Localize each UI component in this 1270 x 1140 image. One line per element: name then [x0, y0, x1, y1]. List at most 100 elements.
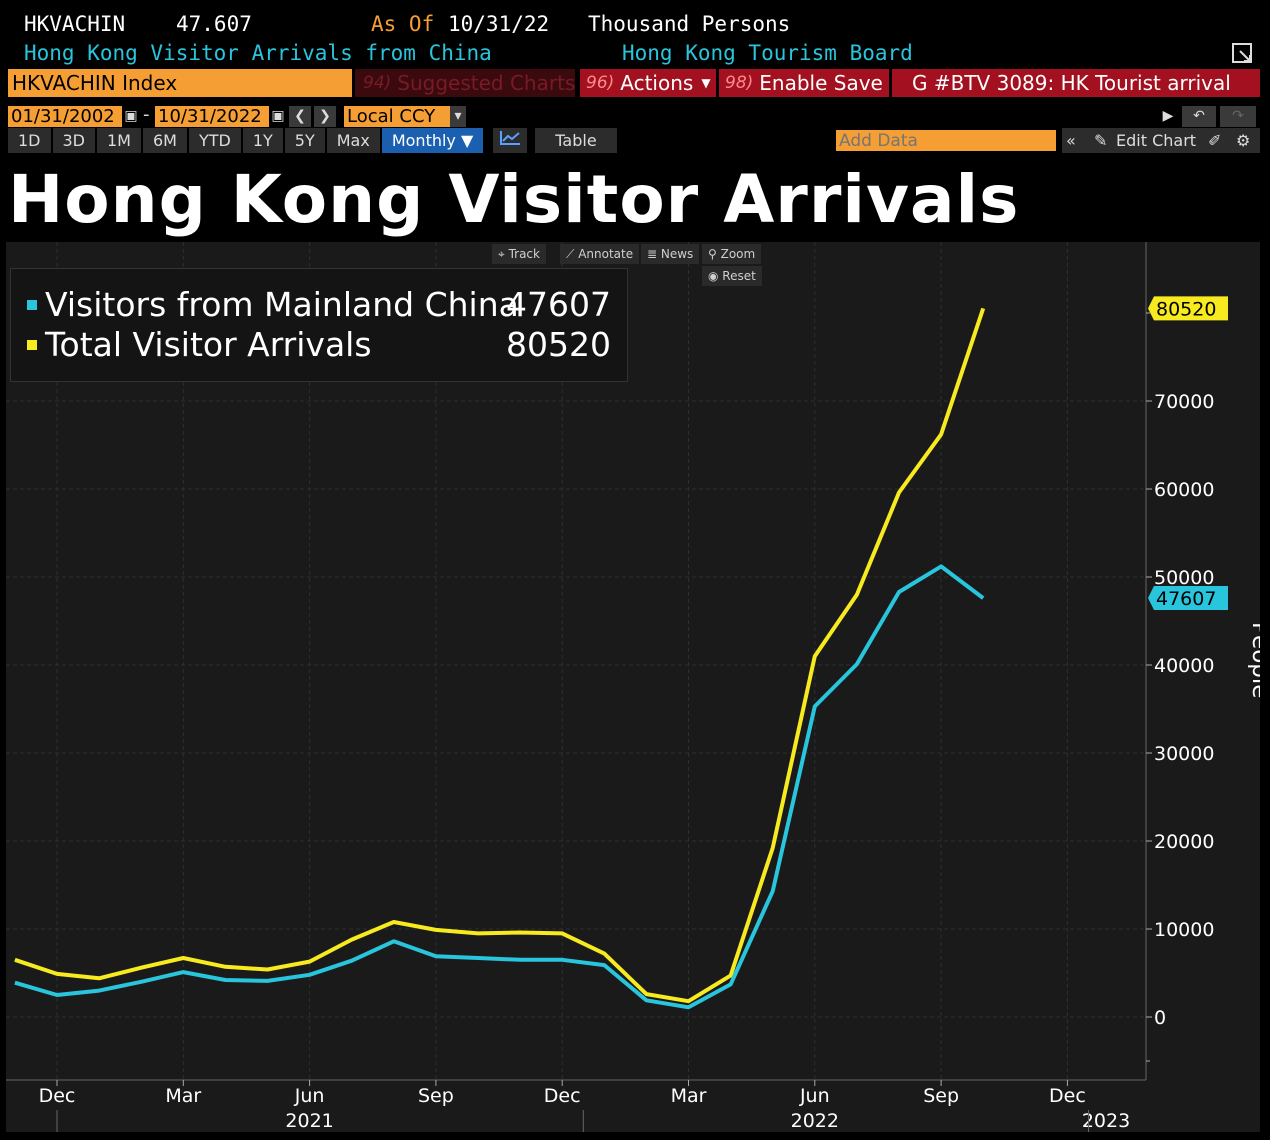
enable-save-button[interactable]: 98) Enable Save	[719, 69, 889, 97]
news-icon: ≣	[647, 247, 661, 261]
edit-chart-toolbar: « ✎ Edit Chart ✐ ⚙	[1062, 128, 1260, 153]
reset-button[interactable]: ◉ Reset	[702, 266, 762, 286]
gear-icon[interactable]: ⚙	[1236, 131, 1251, 150]
y-tick-label: 70000	[1154, 391, 1214, 413]
security-field-text: HKVACHIN Index	[12, 71, 178, 95]
popout-icon[interactable]	[1232, 43, 1252, 63]
reset-label: Reset	[722, 269, 756, 283]
legend-item-china[interactable]: Visitors from Mainland China	[27, 285, 519, 325]
chart-area[interactable]: 0 10000 20000 30000 40000 50000 60000 70000 Peop…	[6, 242, 1260, 1132]
y-tick-label: 50000	[1154, 567, 1214, 589]
end-date-field[interactable]: 10/31/2022	[155, 106, 269, 127]
currency-select[interactable]: Local CCY	[344, 106, 450, 127]
suggested-charts-number: 94)	[363, 73, 392, 93]
y-tick-label: 60000	[1154, 479, 1214, 501]
chevron-down-icon: ▼	[701, 76, 711, 90]
y-tick-label: 30000	[1154, 743, 1214, 765]
x-year-label: 2023	[1082, 1110, 1130, 1132]
x-tick-label: Dec	[544, 1085, 581, 1107]
news-button[interactable]: ≣ News	[641, 244, 700, 264]
zoom-button[interactable]: ⚲ Zoom	[702, 244, 762, 264]
chevron-down-icon[interactable]: ▾	[450, 106, 466, 127]
last-value-tag-bg	[1148, 296, 1228, 321]
legend-swatch-china	[27, 300, 37, 310]
annotate-icon: ⟋	[566, 247, 579, 261]
calendar-icon[interactable]: ▣	[123, 106, 139, 127]
story-link[interactable]: G #BTV 3089: HK Tourist arrival	[892, 69, 1260, 97]
range-1m-button[interactable]: 1M	[97, 128, 141, 153]
legend-label-total: Total Visitor Arrivals	[45, 325, 372, 364]
units-label: Thousand Persons	[588, 12, 791, 36]
range-max-button[interactable]: Max	[326, 128, 380, 153]
series-line-china	[14, 564, 985, 1010]
last-value-tag-bg	[1148, 586, 1228, 611]
security-field[interactable]: HKVACHIN Index	[8, 69, 352, 97]
y-axis-title: People	[1247, 622, 1260, 698]
collapse-icon[interactable]: «	[1066, 131, 1076, 150]
date-separator: -	[143, 104, 150, 125]
x-tick-label: Jun	[294, 1085, 325, 1107]
line-chart-icon[interactable]	[493, 128, 528, 153]
add-data-input[interactable]	[836, 130, 1056, 151]
annotate-button[interactable]: ⟋ Annotate	[560, 244, 640, 264]
track-button[interactable]: ⌖ Track	[492, 244, 546, 264]
as-of-date: 10/31/22	[448, 12, 550, 36]
x-tick-label: Jun	[799, 1085, 830, 1107]
zoom-label: Zoom	[720, 247, 756, 261]
chevron-left-icon[interactable]: ❮	[289, 106, 311, 127]
redo-icon[interactable]: ↷	[1220, 106, 1256, 127]
source-label: Hong Kong Tourism Board	[622, 41, 913, 65]
x-tick-label: Mar	[165, 1085, 201, 1107]
legend-value-total: 80520	[506, 325, 611, 364]
actions-number: 96)	[586, 73, 615, 93]
x-tick-label: Mar	[671, 1085, 707, 1107]
start-date-field[interactable]: 01/31/2002	[8, 106, 122, 127]
calendar-icon[interactable]: ▣	[270, 106, 286, 127]
edit-chart-button[interactable]: Edit Chart	[1116, 131, 1197, 150]
x-tick-label: Sep	[923, 1085, 959, 1107]
undo-icon[interactable]: ↶	[1182, 106, 1216, 127]
range-1d-button[interactable]: 1D	[8, 128, 51, 153]
as-of-label: As Of	[371, 12, 435, 36]
y-tick-label: 20000	[1154, 831, 1214, 853]
range-5y-button[interactable]: 5Y	[284, 128, 325, 153]
x-year-label: 2022	[791, 1110, 839, 1132]
range-1y-button[interactable]: 1Y	[242, 128, 283, 153]
security-description: Hong Kong Visitor Arrivals from China	[24, 41, 492, 65]
last-value-tag-text: 80520	[1156, 298, 1216, 320]
legend-item-total[interactable]: Total Visitor Arrivals	[27, 325, 372, 365]
ticker: HKVACHIN	[24, 12, 126, 36]
table-button[interactable]: Table	[535, 128, 617, 153]
x-tick-label: Sep	[418, 1085, 454, 1107]
y-tick-label: 10000	[1154, 919, 1214, 941]
x-tick-label: Dec	[1049, 1085, 1086, 1107]
annotate-edit-icon[interactable]: ✐	[1208, 131, 1222, 150]
annotate-label: Annotate	[578, 247, 634, 261]
chevron-right-icon[interactable]: ❯	[314, 106, 336, 127]
legend-swatch-total	[27, 340, 37, 350]
crosshair-icon: ⌖	[498, 247, 509, 261]
play-icon[interactable]: ▶	[1158, 106, 1178, 127]
enable-save-label: Enable Save	[759, 71, 883, 95]
pencil-icon: ✎	[1094, 131, 1108, 150]
range-3d-button[interactable]: 3D	[52, 128, 95, 153]
news-label: News	[660, 247, 694, 261]
series-line-total	[14, 307, 986, 1004]
x-tick-label: Dec	[39, 1085, 76, 1107]
actions-button[interactable]: 96) Actions ▼	[580, 69, 716, 97]
enable-save-number: 98)	[725, 73, 754, 93]
frequency-select[interactable]: Monthly ▼	[381, 128, 484, 153]
suggested-charts-button[interactable]: 94) Suggested Charts	[355, 69, 575, 97]
range-ytd-button[interactable]: YTD	[188, 128, 241, 153]
story-link-label: G #BTV 3089: HK Tourist arrival	[912, 71, 1231, 95]
actions-label: Actions	[620, 71, 694, 95]
last-value-tag-china: 47607	[1148, 586, 1228, 611]
y-tick-label: 40000	[1154, 655, 1214, 677]
chart-legend: Visitors from Mainland China 47607 Total…	[10, 268, 628, 382]
chart-title: Hong Kong Visitor Arrivals	[8, 161, 1020, 238]
chart-svg[interactable]: 0 10000 20000 30000 40000 50000 60000 70000 Peop…	[6, 242, 1260, 1132]
range-6m-button[interactable]: 6M	[142, 128, 187, 153]
suggested-charts-label: Suggested Charts	[397, 71, 575, 95]
range-toolbar: 1D 3D 1M 6M YTD 1Y 5Y Max Monthly ▼ Tabl…	[8, 128, 619, 153]
last-value-tag-total: 80520	[1148, 296, 1228, 321]
